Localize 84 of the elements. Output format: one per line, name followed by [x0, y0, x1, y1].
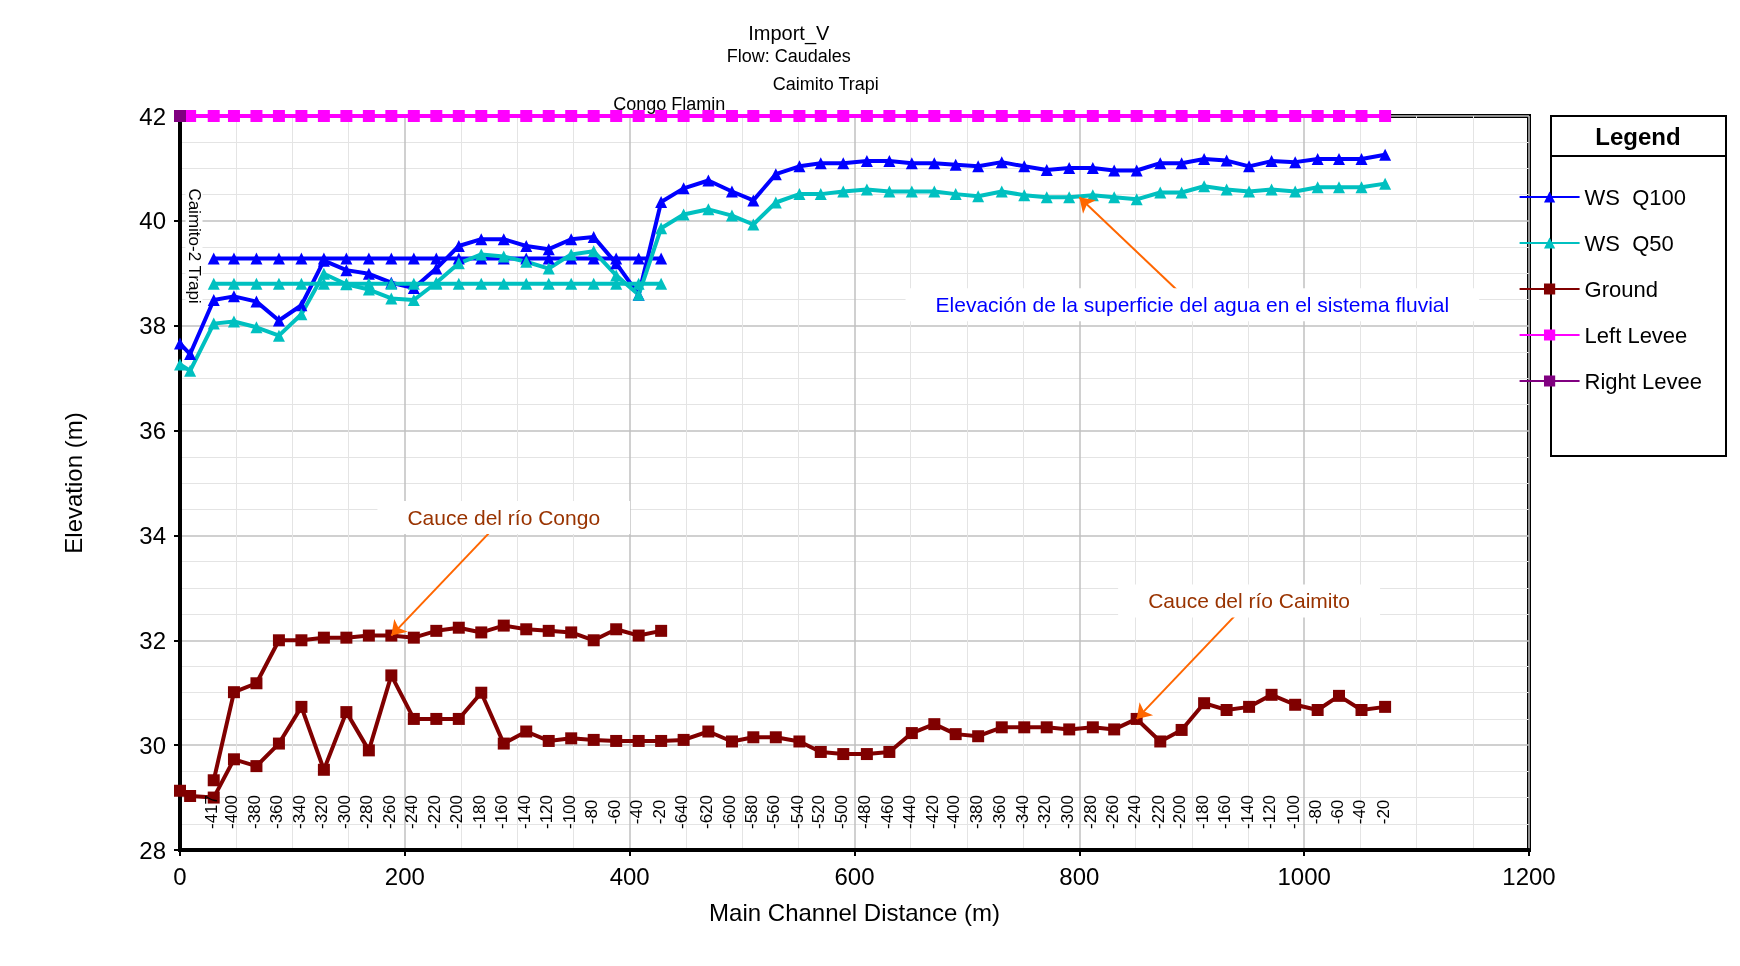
- annotation: -640: [672, 794, 692, 830]
- annotation: Elevación de la superficie del agua en el sistema fluvial: [935, 293, 1450, 317]
- annotation: -60: [1327, 799, 1347, 825]
- legend-label: Right Levee: [1584, 368, 1703, 394]
- y-tick-label: 40: [139, 207, 166, 235]
- y-tick-label: 32: [139, 626, 166, 654]
- annotation: -280: [357, 794, 377, 830]
- text: Caimito Trapi: [772, 74, 879, 94]
- annotation: -620: [696, 794, 716, 830]
- y-tick-label: 34: [139, 521, 166, 549]
- annotation: -120: [537, 794, 557, 830]
- x-tick-label: 800: [1059, 862, 1100, 890]
- y-tick-label: 30: [139, 731, 166, 759]
- annotation: -200: [447, 794, 467, 830]
- annotation: -20: [1373, 799, 1393, 825]
- annotation: -440: [900, 794, 920, 830]
- annotation: -60: [604, 799, 624, 825]
- annotation: -260: [379, 794, 399, 830]
- annotation: -400: [222, 794, 242, 830]
- text: Congo Flamin: [613, 94, 726, 114]
- annotation: -400: [944, 794, 964, 830]
- annotation: -300: [1057, 794, 1077, 830]
- annotation: -460: [877, 794, 897, 830]
- annotation: -100: [1283, 794, 1303, 830]
- annotation: -320: [312, 794, 332, 830]
- annotation: -300: [334, 794, 354, 830]
- annotation: -100: [559, 794, 579, 830]
- annotation: Cauce del río Congo: [407, 506, 601, 530]
- annotation: -340: [289, 794, 309, 830]
- chart-subtitle: Flow: Caudales: [726, 46, 851, 66]
- legend-label: WS Q50: [1584, 230, 1674, 256]
- annotation: -500: [831, 794, 851, 830]
- annotation: -240: [1125, 794, 1145, 830]
- annotation: -180: [469, 794, 489, 830]
- annotation: -360: [990, 794, 1010, 830]
- annotation: -280: [1081, 794, 1101, 830]
- annotation: -320: [1035, 794, 1055, 830]
- annotation: -80: [1306, 799, 1326, 825]
- x-axis-title: Main Channel Distance (m): [709, 898, 1000, 926]
- annotation: Caimito-2 Trapi: [184, 188, 204, 304]
- x-tick-label: 600: [834, 862, 875, 890]
- annotation: -380: [966, 794, 986, 830]
- annotation: -20: [649, 799, 669, 825]
- x-tick-label: 1000: [1277, 862, 1331, 890]
- annotation: -480: [855, 794, 875, 830]
- legend-label: Ground: [1584, 276, 1658, 302]
- annotation: -160: [492, 794, 512, 830]
- annotation: -120: [1260, 794, 1280, 830]
- annotation: -220: [424, 794, 444, 830]
- annotation: -580: [741, 794, 761, 830]
- annotation: -360: [267, 794, 287, 830]
- annotation: -260: [1102, 794, 1122, 830]
- annotation: -380: [244, 794, 264, 830]
- legend-label: WS Q100: [1584, 184, 1687, 210]
- annotation: -140: [514, 794, 534, 830]
- annotation: -600: [720, 794, 740, 830]
- annotation: -40: [1350, 799, 1369, 825]
- y-tick-label: 42: [139, 102, 166, 130]
- annotation: -560: [764, 794, 784, 830]
- annotation: -340: [1012, 794, 1032, 830]
- x-tick-label: 0: [173, 862, 187, 890]
- annotation: -200: [1170, 794, 1190, 830]
- annotation: -540: [787, 794, 807, 830]
- y-tick-label: 38: [139, 312, 166, 340]
- x-tick-label: 1200: [1502, 862, 1556, 890]
- annotation: -417: [202, 794, 222, 830]
- annotation: -40: [627, 799, 647, 825]
- annotation: -520: [809, 794, 829, 830]
- annotation: -160: [1215, 794, 1235, 830]
- chart-title: Import_V: [748, 22, 831, 45]
- annotation: -180: [1192, 794, 1212, 830]
- y-axis-title: Elevation (m): [59, 412, 87, 554]
- annotation: -80: [582, 799, 602, 825]
- annotation: -140: [1237, 794, 1257, 830]
- annotation: -420: [922, 794, 942, 830]
- annotation: Cauce del río Caimito: [1148, 589, 1351, 613]
- legend-title: Legend: [1595, 122, 1681, 150]
- x-tick-label: 200: [384, 862, 425, 890]
- annotation: -240: [402, 794, 422, 830]
- legend-label: Left Levee: [1584, 322, 1688, 348]
- y-tick-label: 28: [139, 836, 166, 864]
- annotation: -220: [1148, 794, 1168, 830]
- y-tick-label: 36: [139, 417, 166, 445]
- x-tick-label: 400: [609, 862, 650, 890]
